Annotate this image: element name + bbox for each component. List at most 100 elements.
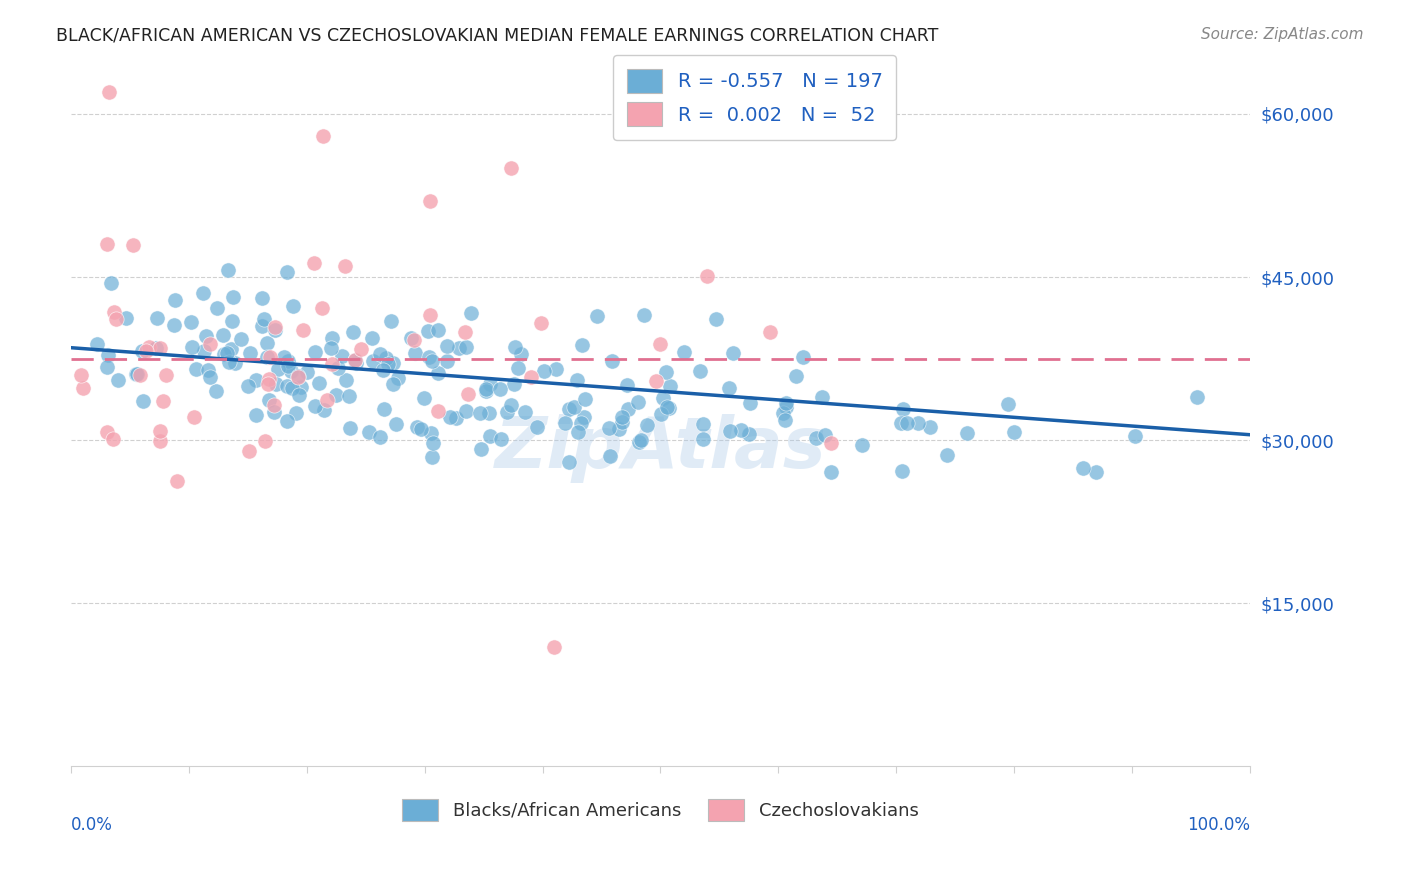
Point xyxy=(368,347,391,361)
Point xyxy=(250,319,273,334)
Point xyxy=(166,474,188,488)
Point xyxy=(280,364,302,378)
Point xyxy=(891,464,914,478)
Point xyxy=(253,434,276,448)
Point xyxy=(673,344,696,359)
Point xyxy=(454,403,477,417)
Point xyxy=(257,393,280,408)
Point xyxy=(221,342,243,356)
Point xyxy=(263,405,285,419)
Point xyxy=(146,311,169,326)
Point xyxy=(804,431,827,445)
Text: 0.0%: 0.0% xyxy=(72,816,112,834)
Point xyxy=(315,393,337,408)
Point xyxy=(599,450,621,464)
Point xyxy=(131,344,153,359)
Point xyxy=(419,425,441,440)
Point xyxy=(100,277,122,291)
Point xyxy=(128,368,150,382)
Point xyxy=(264,377,287,392)
Point xyxy=(814,428,837,442)
Point xyxy=(616,377,638,392)
Point xyxy=(194,328,217,343)
Point xyxy=(132,394,155,409)
Point xyxy=(436,339,458,353)
Point xyxy=(1002,425,1025,439)
Point xyxy=(229,332,252,346)
Point xyxy=(350,342,373,356)
Point xyxy=(103,305,125,319)
Point xyxy=(460,306,482,320)
Point xyxy=(321,331,343,345)
Point xyxy=(72,381,94,395)
Point xyxy=(740,395,762,409)
Point xyxy=(1085,465,1108,479)
Point xyxy=(114,311,136,326)
Point xyxy=(628,435,651,450)
Point xyxy=(122,237,145,252)
Point xyxy=(197,363,219,377)
Point xyxy=(373,402,395,417)
Point xyxy=(380,313,402,327)
Point xyxy=(436,354,458,368)
Point xyxy=(214,347,236,361)
Point xyxy=(165,293,187,307)
Point xyxy=(276,265,298,279)
Point xyxy=(404,346,426,360)
Point xyxy=(907,417,929,431)
Point xyxy=(180,315,202,329)
Point xyxy=(446,410,468,425)
Point xyxy=(402,333,425,347)
Point xyxy=(479,429,502,443)
Point xyxy=(890,416,912,430)
Point xyxy=(267,361,290,376)
Point xyxy=(149,341,172,355)
Point xyxy=(335,259,357,273)
Point xyxy=(654,365,676,379)
Point xyxy=(612,410,634,425)
Point xyxy=(245,408,267,422)
Point xyxy=(478,376,501,391)
Point xyxy=(222,290,245,304)
Point xyxy=(503,376,526,391)
Point xyxy=(489,432,512,446)
Point xyxy=(321,357,343,371)
Point xyxy=(513,405,536,419)
Point xyxy=(215,346,238,360)
Point xyxy=(343,353,366,368)
Point xyxy=(630,433,652,447)
Point xyxy=(308,376,330,391)
Point xyxy=(811,390,834,404)
Point xyxy=(319,341,342,355)
Point xyxy=(96,425,118,440)
Point xyxy=(311,301,333,315)
Point xyxy=(920,420,942,434)
Point xyxy=(70,368,93,382)
Point xyxy=(218,355,240,369)
Point xyxy=(221,314,243,328)
Point xyxy=(359,425,381,439)
Point xyxy=(439,409,461,424)
Point xyxy=(470,442,492,456)
Point xyxy=(696,269,718,284)
Point xyxy=(658,379,681,393)
Point xyxy=(997,397,1019,411)
Point xyxy=(955,426,977,441)
Point xyxy=(820,465,842,479)
Point xyxy=(602,354,624,368)
Point xyxy=(692,417,714,431)
Point xyxy=(96,237,118,252)
Point xyxy=(420,450,443,464)
Point xyxy=(191,286,214,301)
Point xyxy=(418,324,440,338)
Text: BLACK/AFRICAN AMERICAN VS CZECHOSLOVAKIAN MEDIAN FEMALE EARNINGS CORRELATION CHA: BLACK/AFRICAN AMERICAN VS CZECHOSLOVAKIA… xyxy=(56,27,939,45)
Point xyxy=(409,422,432,436)
Point xyxy=(520,370,543,384)
Point xyxy=(554,416,576,430)
Point xyxy=(125,367,148,381)
Point xyxy=(326,360,349,375)
Text: Source: ZipAtlas.com: Source: ZipAtlas.com xyxy=(1201,27,1364,42)
Point xyxy=(422,436,444,450)
Point xyxy=(775,400,797,414)
Point xyxy=(530,316,553,330)
